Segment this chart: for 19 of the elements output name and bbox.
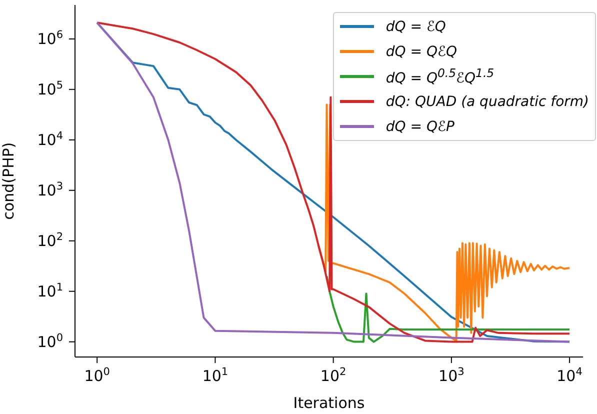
legend-label: dQ = ℰQ xyxy=(386,18,446,34)
y-tick-label: 10$^{2}$ xyxy=(37,230,63,250)
legend-label: dQ = Q$^{0.5}$ℰQ$^{1.5}$ xyxy=(386,66,494,87)
y-tick-label: 10$^{1}$ xyxy=(37,281,63,300)
y-tick-label: 10$^{5}$ xyxy=(37,79,63,98)
x-tick-label: 10$^{4}$ xyxy=(556,366,583,385)
y-tick-label: 10$^{6}$ xyxy=(37,28,64,48)
x-tick-label: 10$^{0}$ xyxy=(84,366,110,385)
x-axis-title: Iterations xyxy=(293,394,365,412)
legend-label: dQ = QℰP xyxy=(386,118,454,134)
legend-label: dQ = QℰQ xyxy=(386,44,457,60)
y-tick-label: 10$^{4}$ xyxy=(37,130,64,149)
x-tick-label: 10$^{3}$ xyxy=(438,366,464,385)
legend-label: dQ: QUAD (a quadratic form) xyxy=(386,94,589,110)
y-tick-label: 10$^{3}$ xyxy=(37,180,63,200)
y-axis-title: cond(PHP) xyxy=(0,142,18,220)
y-tick-label: 10$^{0}$ xyxy=(37,332,63,351)
x-tick-label: 10$^{1}$ xyxy=(202,366,228,385)
x-tick-label: 10$^{2}$ xyxy=(320,366,346,385)
